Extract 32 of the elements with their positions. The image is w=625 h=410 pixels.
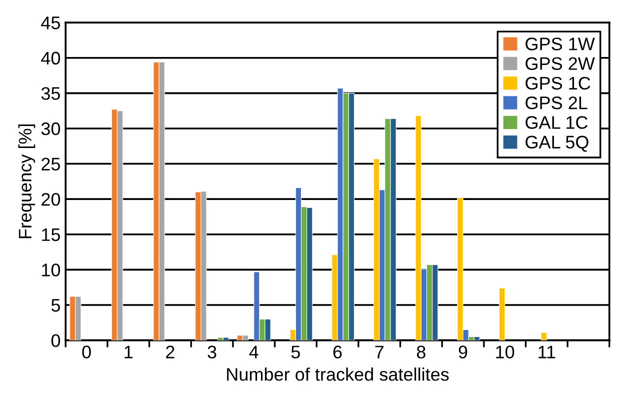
legend-label: GAL 5Q (526, 136, 588, 152)
bar (540, 332, 547, 340)
legend-label: GPS 2L (526, 96, 588, 110)
y-tick-label: 0 (51, 334, 60, 348)
x-tick-label: 4 (249, 346, 258, 358)
y-tick-label: 15 (42, 228, 60, 242)
legend-label: GPS 1W (526, 38, 595, 50)
y-tick-label: 30 (41, 122, 60, 136)
x-tick-label: 2 (166, 346, 174, 358)
x-tick-label: 5 (291, 346, 300, 358)
legend-label: GPS 1C (526, 76, 590, 90)
x-tick-label: 8 (416, 346, 426, 358)
x-tick-label: 11 (538, 346, 556, 358)
x-tick-label: 7 (375, 346, 384, 358)
x-tick-label: 6 (333, 346, 342, 358)
y-tick-label: 40 (41, 52, 60, 65)
y-axis-title: Frequency [%] (18, 124, 36, 238)
y-tick-label: 10 (42, 264, 60, 276)
y-tick-label: 25 (42, 158, 60, 170)
x-tick-label: 1 (124, 346, 133, 358)
x-tick-label: 10 (496, 346, 514, 358)
y-tick-label: 35 (41, 87, 60, 100)
y-tick-label: 5 (51, 299, 60, 312)
bar (498, 288, 506, 340)
x-axis-title: Number of tracked satellites (227, 368, 449, 381)
legend-label: GPS 2W (526, 57, 595, 70)
y-tick-label: 45 (41, 16, 60, 30)
x-tick-label: 0 (82, 346, 91, 358)
x-tick-label: 3 (208, 346, 216, 358)
legend-label: GAL 1C (526, 116, 588, 129)
y-tick-label: 20 (42, 193, 60, 206)
x-tick-label: 9 (458, 346, 468, 358)
